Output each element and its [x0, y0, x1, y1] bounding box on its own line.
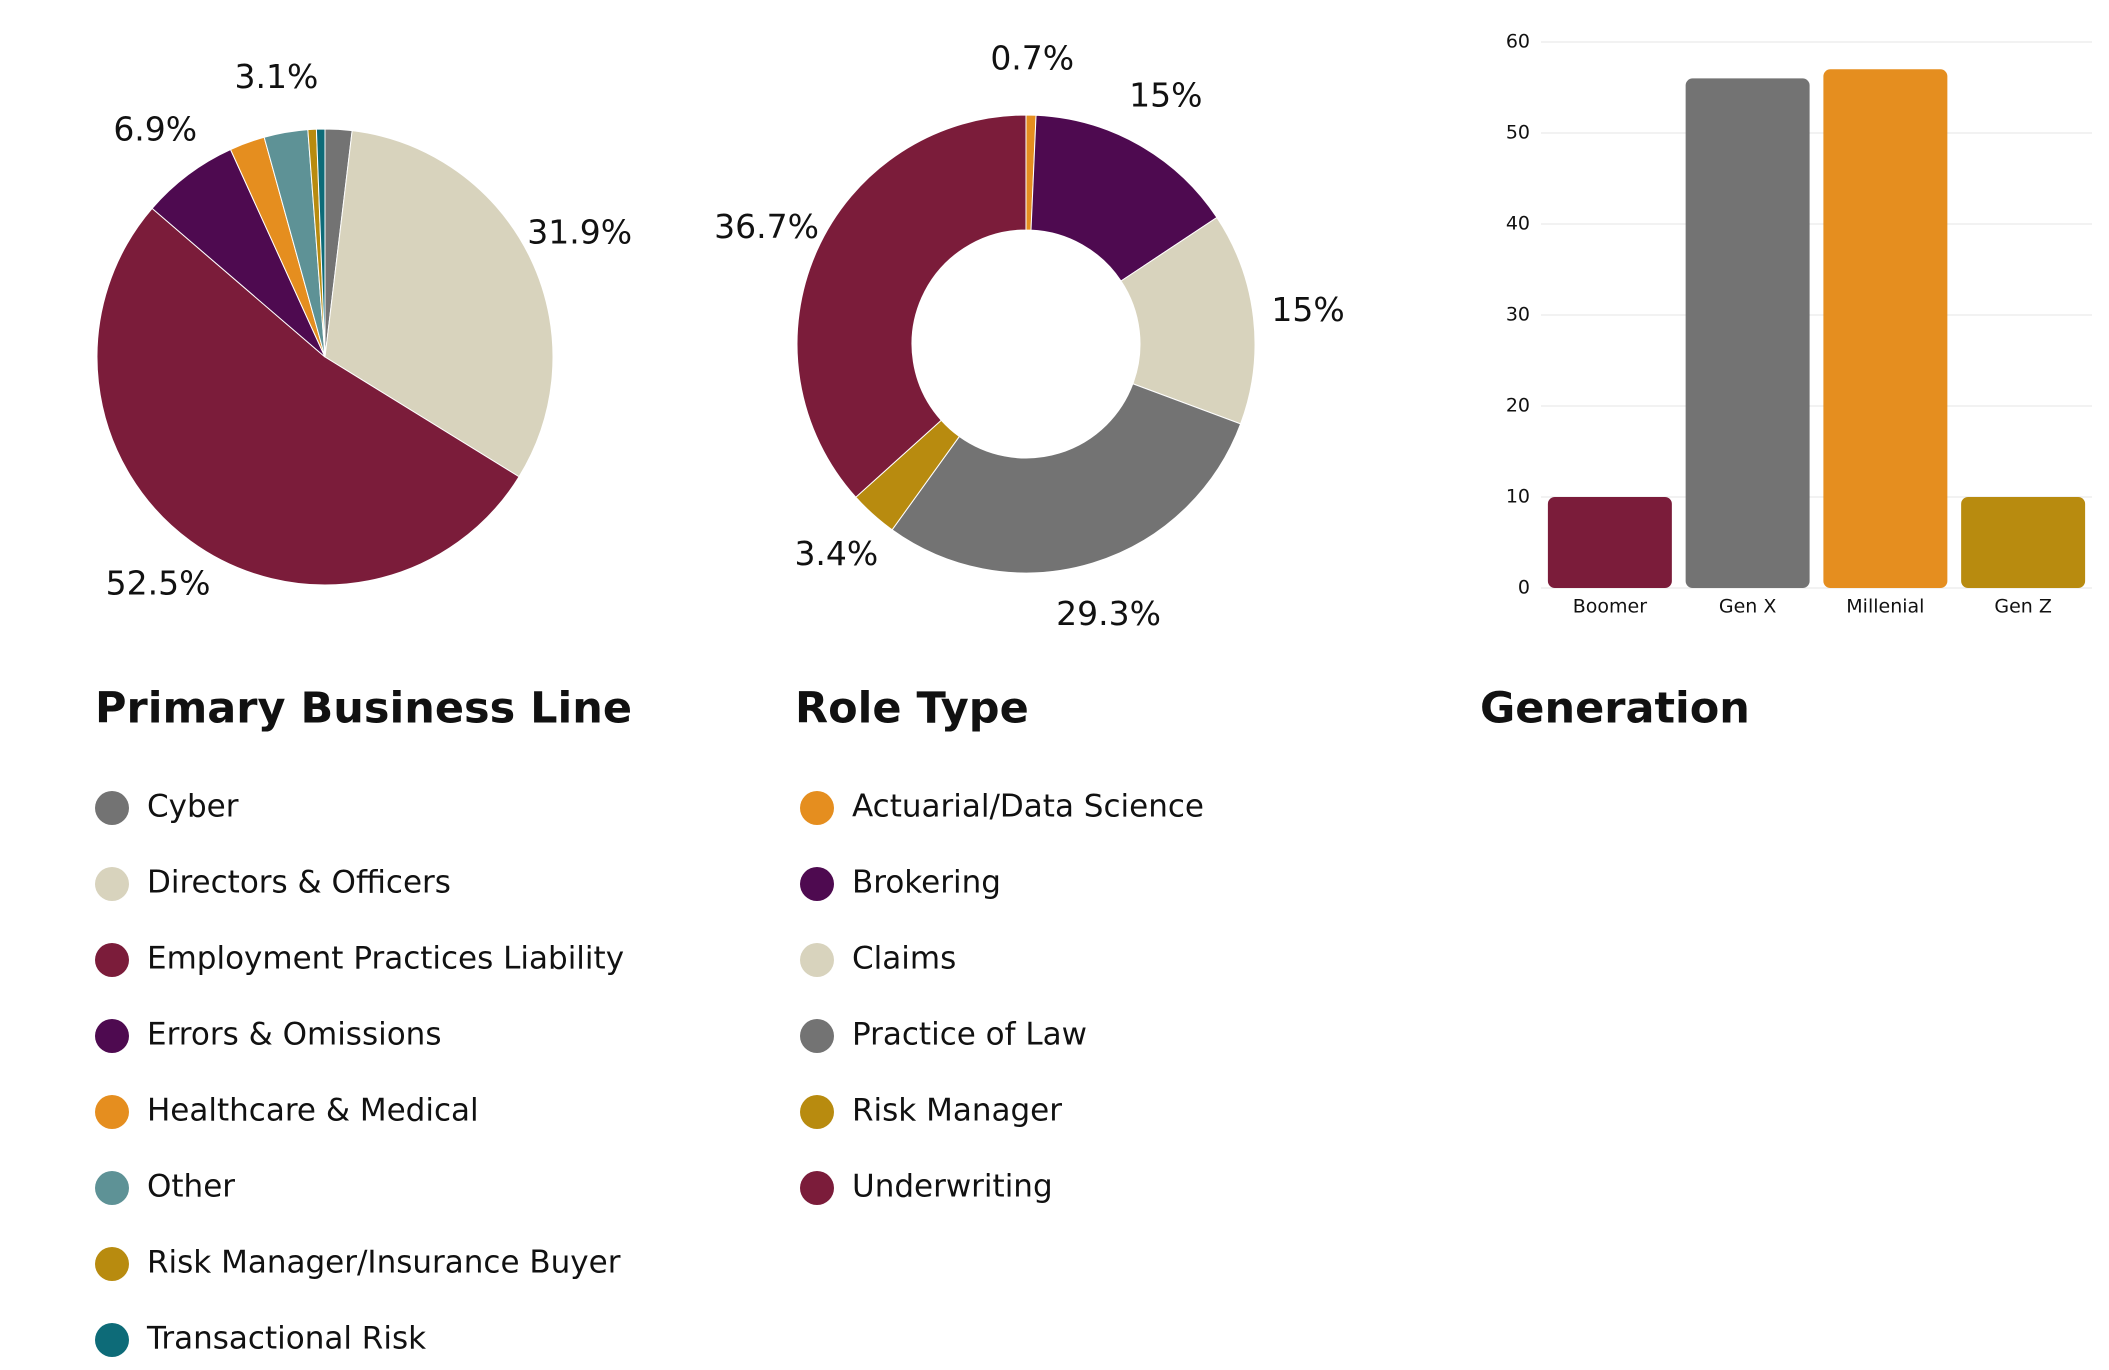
legend-label: Claims [852, 941, 956, 977]
slice [324, 130, 554, 478]
bar [1823, 69, 1948, 589]
x-tick-label: Gen X [1719, 596, 1777, 618]
slice [796, 114, 1027, 498]
value-label: 29.3% [1056, 594, 1161, 633]
slice [891, 383, 1242, 574]
y-tick-label: 40 [1506, 213, 1530, 235]
y-tick-label: 30 [1506, 304, 1530, 326]
y-tick-label: 0 [1518, 577, 1530, 599]
legend-swatch [95, 1247, 129, 1281]
legend-label: Actuarial/Data Science [852, 789, 1204, 825]
legend-swatch [95, 1171, 129, 1205]
legend-label: Brokering [852, 865, 1001, 901]
legend-label: Errors & Omissions [147, 1017, 442, 1053]
value-label: 15% [1129, 75, 1202, 114]
legend-swatch [800, 791, 834, 825]
legend-label: Healthcare & Medical [147, 1093, 479, 1129]
value-label: 15% [1271, 290, 1344, 329]
legend-label: Directors & Officers [147, 865, 451, 901]
legend-swatch [800, 867, 834, 901]
value-label: 36.7% [714, 207, 819, 246]
x-tick-label: Boomer [1573, 596, 1647, 618]
value-label: 6.9% [113, 109, 197, 148]
legend-label: Risk Manager/Insurance Buyer [147, 1245, 621, 1281]
x-tick-label: Gen Z [1994, 596, 2052, 618]
y-tick-label: 60 [1506, 31, 1530, 53]
chart-title: Role Type [795, 684, 1029, 734]
legend-label: Practice of Law [852, 1017, 1087, 1053]
bar [1685, 78, 1810, 589]
bar [1961, 497, 2086, 588]
legend-swatch [95, 1095, 129, 1129]
x-tick-label: Millenial [1846, 596, 1924, 618]
y-tick-label: 20 [1506, 395, 1530, 417]
legend-swatch [95, 867, 129, 901]
legend-swatch [95, 791, 129, 825]
chart-title: Generation [1480, 684, 1750, 734]
legend-swatch [95, 943, 129, 977]
y-tick-label: 50 [1506, 122, 1530, 144]
legend-label: Risk Manager [852, 1093, 1062, 1129]
legend-label: Other [147, 1169, 235, 1205]
value-label: 0.7% [990, 39, 1074, 78]
value-label: 3.1% [234, 57, 318, 96]
value-label: 31.9% [527, 213, 632, 252]
legend-swatch [95, 1323, 129, 1357]
value-label: 52.5% [106, 564, 211, 603]
legend-label: Underwriting [852, 1169, 1053, 1205]
slice [1120, 216, 1256, 425]
legend-label: Transactional Risk [146, 1321, 426, 1357]
legend-swatch [800, 1095, 834, 1129]
bar [1547, 497, 1672, 588]
legend-swatch [800, 1171, 834, 1205]
legend-swatch [800, 943, 834, 977]
legend-label: Cyber [147, 789, 239, 825]
slice [315, 128, 326, 358]
legend-swatch [800, 1019, 834, 1053]
legend-swatch [95, 1019, 129, 1053]
slice [96, 207, 520, 586]
slice [1030, 114, 1218, 282]
value-label: 3.4% [794, 534, 878, 573]
legend-label: Employment Practices Liability [147, 941, 624, 977]
y-tick-label: 10 [1506, 486, 1530, 508]
chart-title: Primary Business Line [95, 684, 632, 734]
